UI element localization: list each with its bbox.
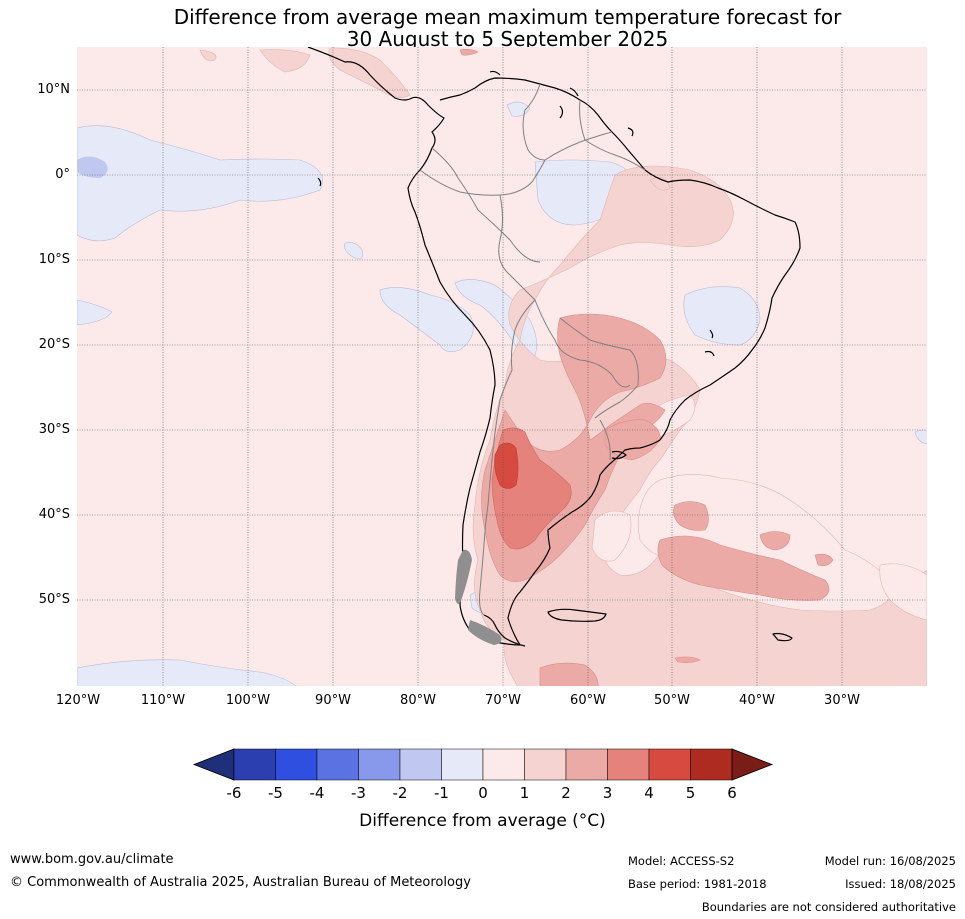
colorbar-swatch [275,748,318,781]
colorbar-swatch [358,748,401,781]
colorbar-high-extend [731,748,774,781]
colorbar-swatch [690,748,733,781]
map-title-line2: 30 August to 5 September 2025 [346,27,669,51]
lon-label-100w: 100°W [225,693,271,708]
colorbar-tick-label: 6 [727,784,737,802]
lat-label-10s: 10°S [38,252,70,267]
cool-core-region [77,156,108,178]
colorbar-tick-label: 1 [519,784,530,802]
colorbar-tick-label: 4 [644,784,654,802]
copyright-text: © Commonwealth of Australia 2025, Austra… [10,875,471,890]
coastlines [307,47,801,647]
base-period-text: Base period: 1981-2018 [628,877,767,891]
lat-label-20s: 20°S [38,337,70,352]
lat-label-30s: 30°S [38,422,70,437]
southern-islands [455,549,502,645]
colorbar-swatch [233,748,276,781]
colorbar-swatch [441,748,484,781]
map-title-line1: Difference from average mean maximum tem… [173,5,842,29]
colorbar-tick-label: -2 [392,784,408,802]
disclaimer-text: Boundaries are not considered authoritat… [701,900,956,914]
colorbar-swatch [607,748,650,781]
colorbar-label: Difference from average (°C) [359,811,606,831]
country-borders [419,83,646,616]
colorbar-low-extend [192,748,235,781]
colorbar-swatch [399,748,442,781]
warm-4-5-region [494,442,519,489]
lon-label-70w: 70°W [485,693,521,708]
lon-label-50w: 50°W [654,693,690,708]
graticule [77,47,927,686]
lon-label-120w: 120°W [55,693,101,708]
colorbar-tick-label: 5 [685,784,696,802]
colorbar [192,748,774,781]
colorbar-swatch [648,748,691,781]
lat-label-50s: 50°S [38,592,70,607]
colorbar-swatch [482,748,525,781]
lon-label-40w: 40°W [739,693,775,708]
colorbar-swatch [524,748,567,781]
lon-label-60w: 60°W [570,693,606,708]
lon-label-90w: 90°W [315,693,351,708]
colorbar-swatch [316,748,359,781]
lon-label-80w: 80°W [400,693,436,708]
lat-label-10n: 10°N [37,82,70,97]
colorbar-tick-label: -1 [434,784,449,802]
colorbar-tick-label: 0 [478,784,488,802]
model-text: Model: ACCESS-S2 [628,854,735,868]
colorbar-swatch [565,748,608,781]
colorbar-tick-label: 3 [602,784,613,802]
issued-text: Issued: 18/08/2025 [845,877,956,891]
lat-label-0: 0° [55,167,70,182]
website-text: www.bom.gov.au/climate [10,852,174,867]
lon-label-110w: 110°W [140,693,186,708]
cool-anomaly-regions [77,101,927,686]
colorbar-tick-label: -3 [351,784,366,802]
lon-label-30w: 30°W [824,693,860,708]
colorbar-tick-label: -6 [226,784,242,802]
colorbar-tick-label: -4 [309,784,325,802]
colorbar-tick-label: -5 [268,784,283,802]
colorbar-tick-label: 2 [561,784,571,802]
lat-label-40s: 40°S [38,507,70,522]
model-run-text: Model run: 16/08/2025 [824,854,956,868]
